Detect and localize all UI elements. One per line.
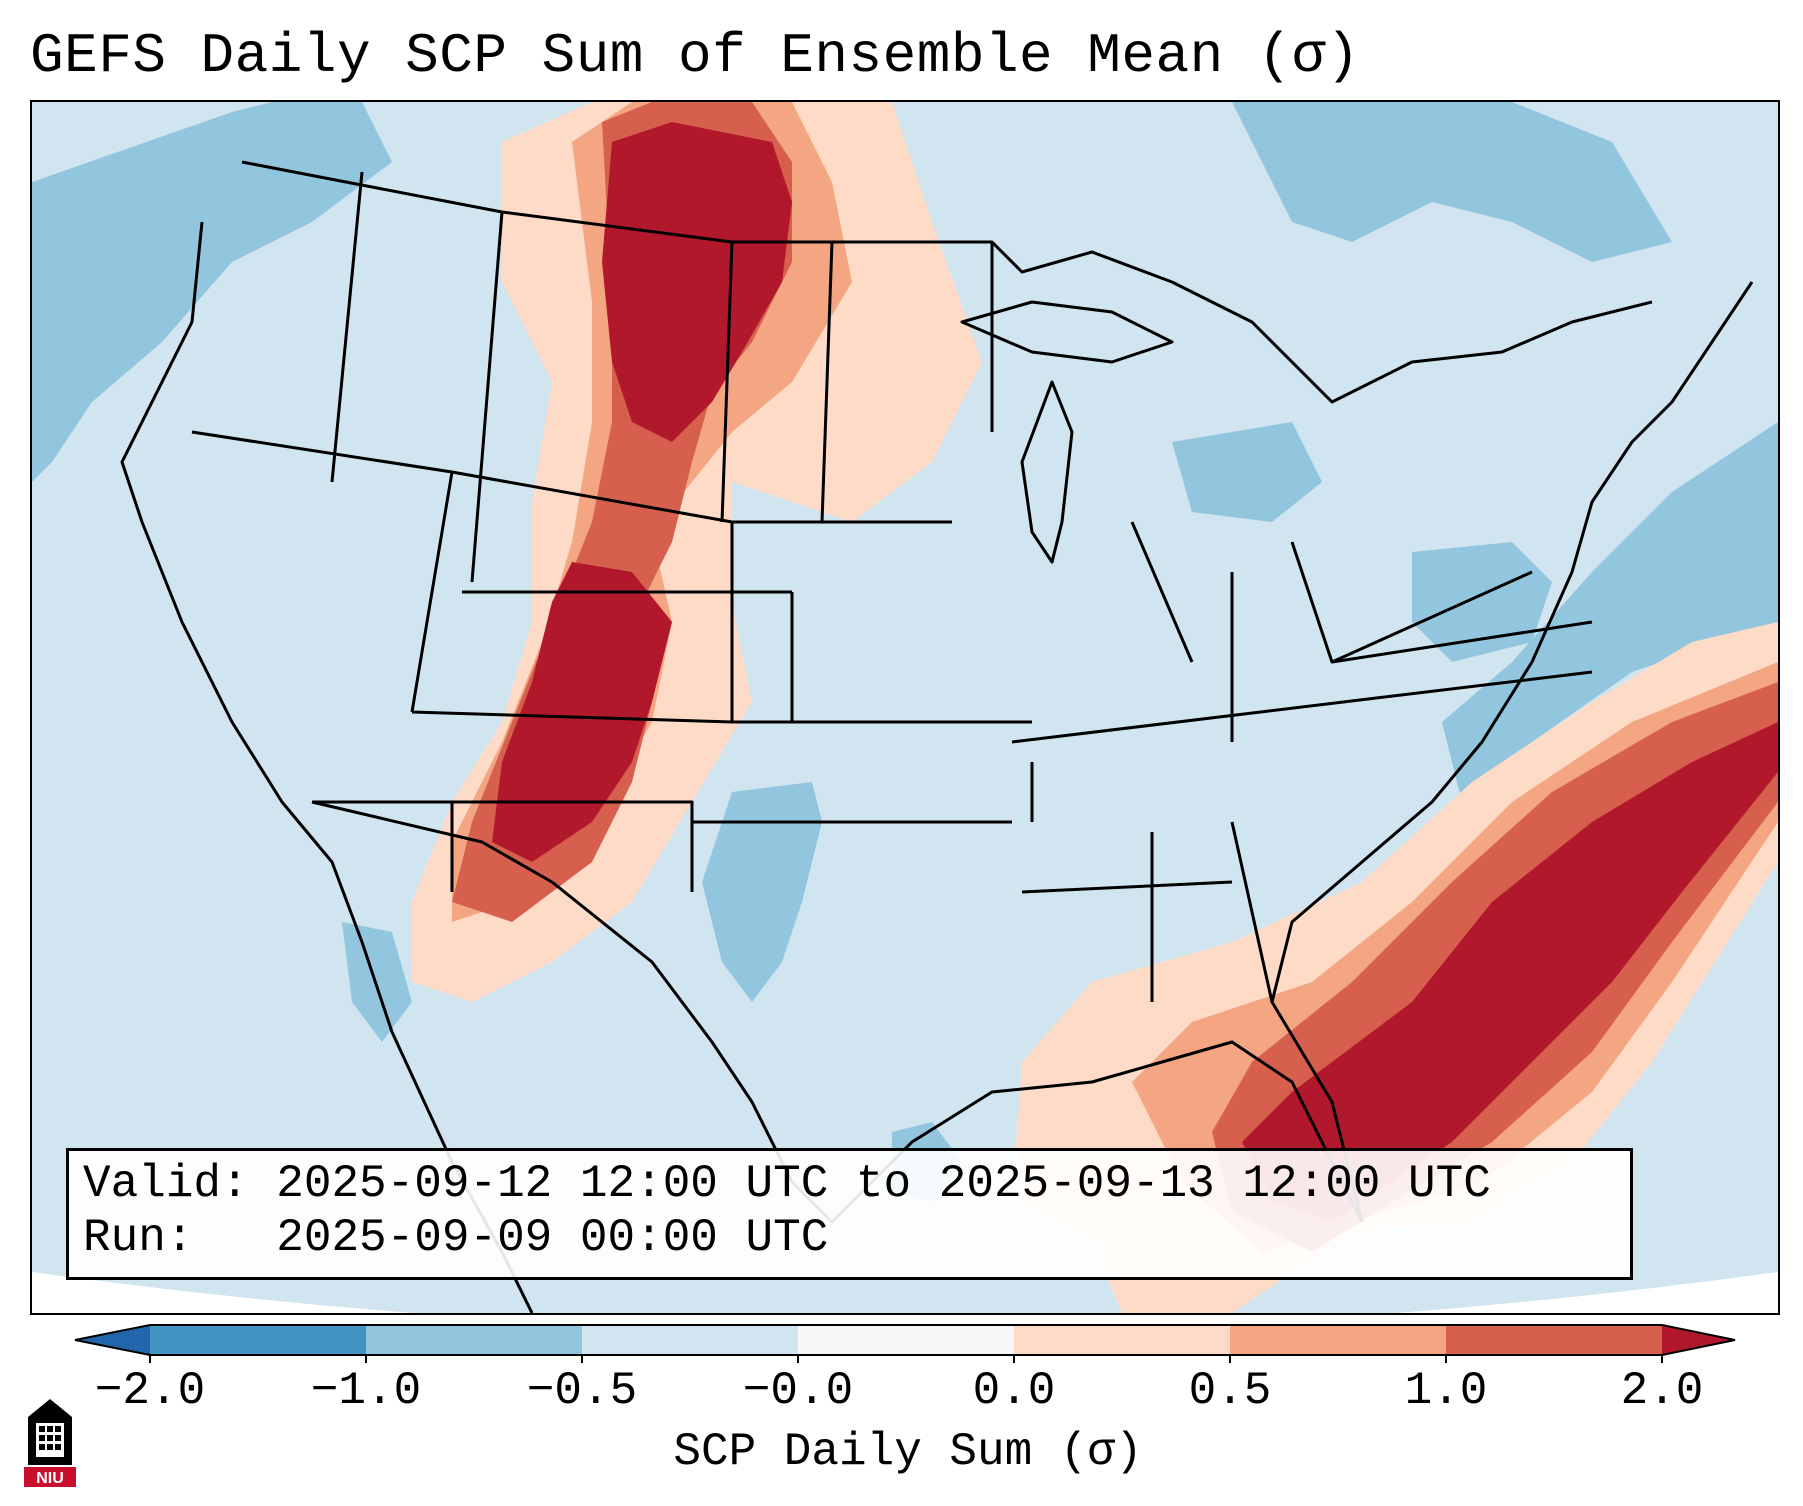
colorbar-bin-5 [1014, 1325, 1230, 1355]
four-corners-high-scp [492, 562, 672, 862]
colorbar-bin-7 [1446, 1325, 1662, 1355]
texas-low-scp [702, 782, 822, 1002]
valid-line: Valid: 2025-09-12 12:00 UTC to 2025-09-1… [83, 1158, 1491, 1210]
lake-michigan [1020, 380, 1074, 564]
map-outside-projection [32, 1272, 1778, 1313]
colorbar-extend-low [75, 1325, 150, 1355]
colorbar-tick-label: 0.0 [972, 1365, 1056, 1417]
valid-time-box: Valid: 2025-09-12 12:00 UTC to 2025-09-1… [66, 1148, 1633, 1280]
colorbar-tick-label: −0.5 [526, 1365, 638, 1417]
central-lines [191, 430, 1032, 724]
colorbar-bin-4 [798, 1325, 1014, 1355]
scp-map [32, 102, 1778, 1313]
run-line: Run: 2025-09-09 00:00 UTC [83, 1212, 829, 1264]
mid-atlantic-low-scp [1412, 542, 1552, 662]
colorbar-bin-1 [150, 1325, 366, 1355]
niu-logo-icon: NIU [24, 1399, 76, 1487]
northeast-low-scp [1232, 102, 1672, 262]
eastern-lines [1130, 521, 1593, 742]
colorbar-tick-label: 0.5 [1188, 1365, 1272, 1417]
boundaries [120, 160, 1754, 1313]
west-coast [120, 221, 534, 1313]
colorbar-label: SCP Daily Sum (σ) [673, 1426, 1143, 1478]
colorbar [74, 1324, 1736, 1363]
northern-plains-lines [330, 171, 994, 583]
mexico-border [311, 800, 553, 884]
colorbar-bin-2 [366, 1325, 582, 1355]
low-scp-regions [32, 102, 1778, 1202]
colorbar-bin-6 [1230, 1325, 1446, 1355]
colorbar-tick-label: −2.0 [94, 1365, 206, 1417]
colorbar-ticks [149, 1355, 1663, 1363]
colorbar-swatches [75, 1325, 1735, 1355]
colorbar-tick-label: 1.0 [1404, 1365, 1488, 1417]
colorbar-tick-label: −1.0 [310, 1365, 422, 1417]
great-lakes-low-scp [1172, 422, 1322, 522]
pacific-low-scp [32, 102, 392, 482]
high-scp-regions [412, 102, 1778, 1313]
colorbar-extend-high [1662, 1325, 1735, 1355]
gulf-coast [551, 880, 1364, 1224]
southeast-florida-high-scp [1242, 722, 1778, 1222]
baja-low-scp [342, 922, 412, 1042]
northern-rockies-high-scp [602, 122, 792, 442]
atlantic-coast [1270, 281, 1754, 1223]
logo-text: NIU [36, 1470, 64, 1487]
lake-superior [960, 300, 1174, 364]
colorbar-tick-label: 2.0 [1620, 1365, 1704, 1417]
southern-lines [312, 670, 1593, 1003]
colorbar-bin-3 [582, 1325, 798, 1355]
page-title: GEFS Daily SCP Sum of Ensemble Mean (σ) [30, 24, 1361, 88]
map-panel[interactable] [30, 100, 1780, 1315]
colorbar-tick-label: −0.0 [742, 1365, 854, 1417]
atlantic-low-scp [1442, 422, 1778, 802]
